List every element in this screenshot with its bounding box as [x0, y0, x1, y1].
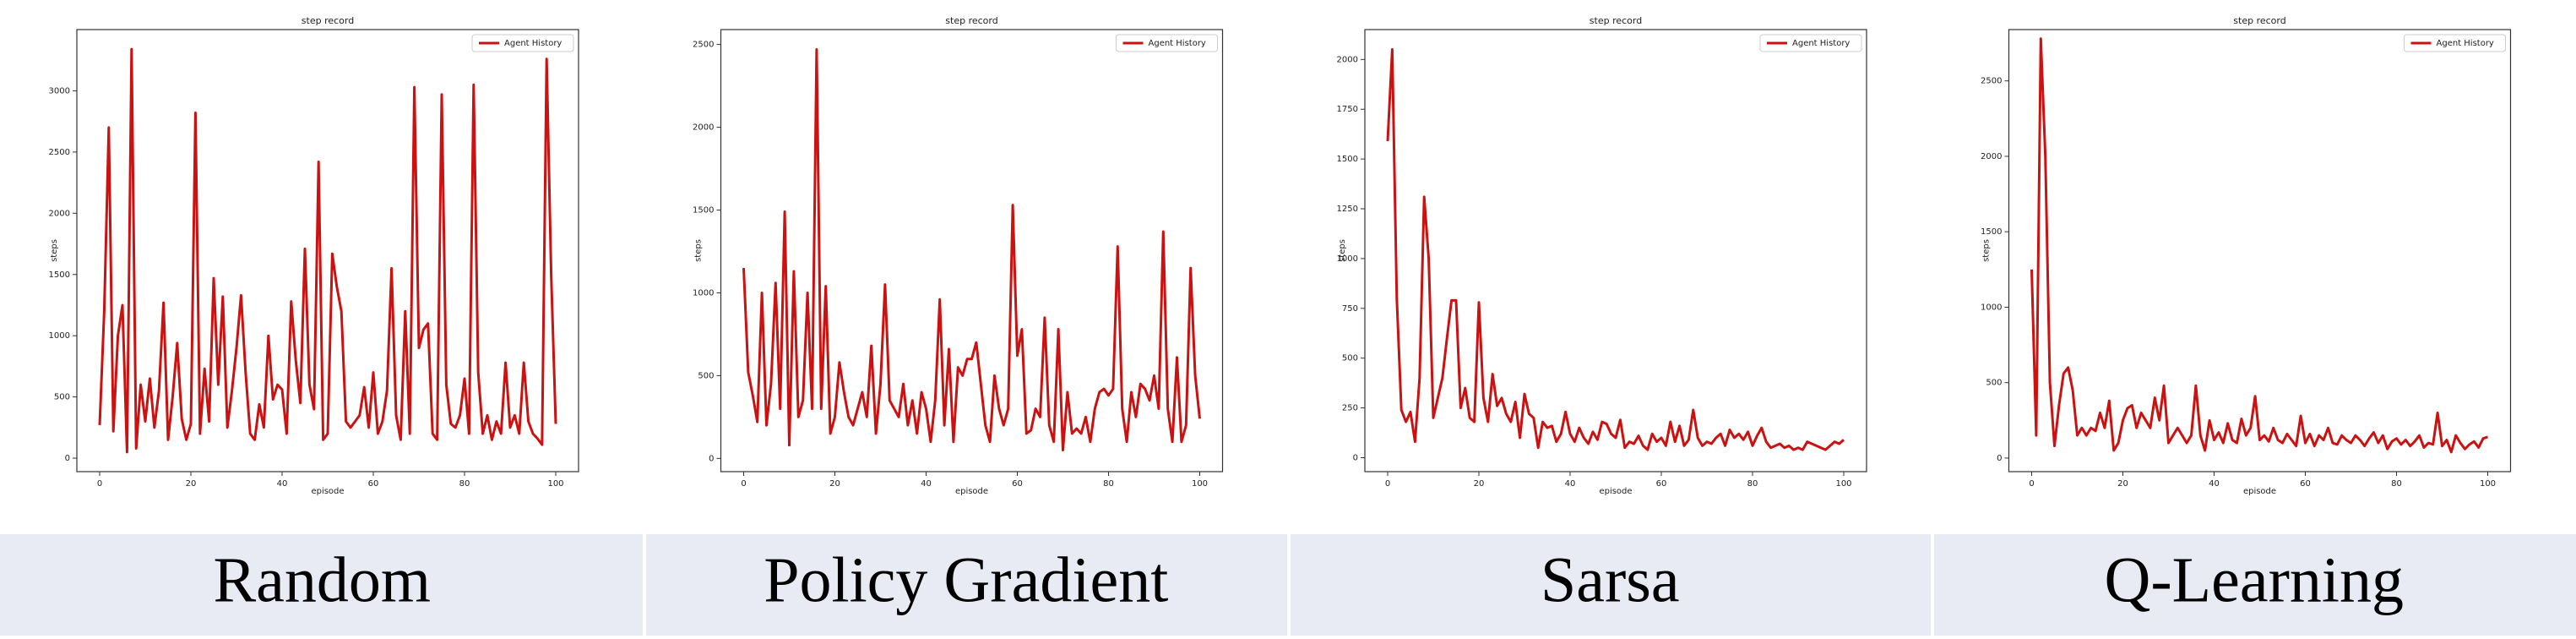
- y-tick-label: 0: [1353, 454, 1358, 463]
- chart-title: step record: [1590, 15, 1642, 26]
- x-tick-label: 80: [2391, 479, 2402, 489]
- data-line: [2030, 37, 2488, 454]
- y-tick-label: 2000: [1981, 152, 2002, 161]
- y-axis-label: steps: [50, 239, 59, 262]
- y-tick-label: 250: [1342, 404, 1358, 413]
- x-tick-label: 0: [2029, 479, 2034, 489]
- x-tick-label: 60: [2300, 479, 2311, 489]
- x-tick-label: 80: [1103, 479, 1114, 489]
- y-tick-label: 500: [1342, 354, 1358, 363]
- x-tick-label: 20: [186, 479, 197, 489]
- caption-separator: [1931, 534, 1934, 636]
- y-tick-label: 500: [1986, 379, 2002, 388]
- x-tick-label: 100: [547, 479, 563, 489]
- legend-box: [1759, 34, 1862, 52]
- y-tick-label: 0: [1997, 454, 2002, 463]
- y-axis-label: steps: [1982, 239, 1992, 262]
- y-tick-label: 1500: [49, 270, 70, 280]
- y-tick-label: 2000: [693, 123, 714, 133]
- x-axis-label: episode: [1599, 487, 1632, 496]
- x-tick-label: 100: [1192, 479, 1208, 489]
- x-axis-label: episode: [311, 487, 344, 496]
- x-tick-label: 40: [1565, 479, 1576, 489]
- y-tick-label: 2500: [693, 41, 714, 50]
- caption-separator: [1287, 534, 1291, 636]
- x-tick-label: 40: [2209, 479, 2220, 489]
- y-tick-label: 1000: [693, 288, 714, 298]
- chart-title: step record: [302, 15, 354, 26]
- y-tick-label: 1000: [1337, 254, 1358, 264]
- y-tick-label: 1500: [1981, 227, 2002, 237]
- y-tick-label: 500: [54, 393, 70, 402]
- x-tick-label: 20: [2117, 479, 2128, 489]
- legend-box: [1116, 34, 1218, 52]
- y-tick-label: 1750: [1337, 105, 1358, 114]
- legend-box: [471, 34, 574, 52]
- panel-caption: Q-Learning: [2104, 544, 2404, 615]
- data-line: [1386, 48, 1845, 451]
- y-tick-label: 1000: [1981, 303, 2002, 312]
- x-axis-label: episode: [955, 487, 988, 496]
- y-tick-label: 1000: [49, 331, 70, 341]
- legend-label: Agent History: [1149, 39, 1206, 48]
- panel-caption: Sarsa: [1541, 544, 1680, 615]
- legend-label: Agent History: [504, 39, 562, 48]
- x-tick-label: 60: [368, 479, 379, 489]
- x-tick-label: 60: [1656, 479, 1667, 489]
- x-tick-label: 0: [1385, 479, 1390, 489]
- data-line: [98, 47, 557, 454]
- caption-separator: [643, 534, 646, 636]
- legend-box: [2404, 34, 2506, 52]
- x-tick-label: 40: [921, 479, 932, 489]
- x-tick-label: 40: [277, 479, 288, 489]
- x-tick-label: 20: [829, 479, 840, 489]
- chart-title: step record: [2233, 15, 2285, 26]
- x-tick-label: 60: [1012, 479, 1023, 489]
- x-tick-label: 80: [459, 479, 470, 489]
- x-tick-label: 0: [741, 479, 746, 489]
- y-tick-label: 500: [698, 371, 714, 380]
- x-tick-label: 0: [97, 479, 102, 489]
- plot-frame: [2008, 29, 2512, 472]
- y-axis-label: steps: [1338, 239, 1347, 262]
- legend-label: Agent History: [1792, 39, 1850, 48]
- y-tick-label: 3000: [49, 86, 70, 96]
- x-tick-label: 20: [1474, 479, 1485, 489]
- y-tick-label: 2000: [1337, 55, 1358, 64]
- legend-label: Agent History: [2437, 39, 2494, 48]
- plot-frame: [1364, 29, 1867, 472]
- y-tick-label: 1500: [1337, 155, 1358, 164]
- x-axis-label: episode: [2243, 487, 2276, 496]
- y-tick-label: 1500: [693, 206, 714, 216]
- plot-frame: [720, 29, 1224, 472]
- y-tick-label: 0: [709, 454, 714, 463]
- panel-caption: Random: [213, 544, 431, 615]
- chart-title: step record: [945, 15, 997, 26]
- x-tick-label: 80: [1747, 479, 1758, 489]
- data-line: [742, 48, 1201, 452]
- y-tick-label: 750: [1342, 304, 1358, 314]
- x-tick-label: 100: [1835, 479, 1851, 489]
- x-tick-label: 100: [2480, 479, 2496, 489]
- y-tick-label: 2500: [1981, 77, 2002, 86]
- y-tick-label: 0: [65, 454, 70, 463]
- y-tick-label: 2000: [49, 209, 70, 218]
- y-tick-label: 1250: [1337, 205, 1358, 214]
- panel-caption: Policy Gradient: [764, 544, 1168, 615]
- y-axis-label: steps: [694, 239, 704, 262]
- y-tick-label: 2500: [49, 148, 70, 157]
